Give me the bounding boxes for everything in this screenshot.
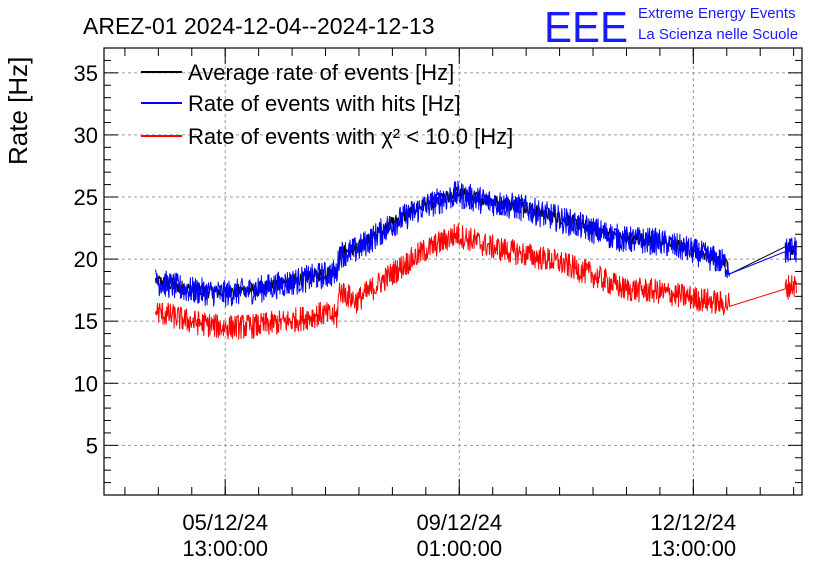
logo-line-1: Extreme Energy Events: [638, 5, 796, 22]
series-2: [155, 223, 797, 340]
y-axis-title: Rate [Hz]: [3, 57, 33, 165]
legend-label: Average rate of events [Hz]: [188, 60, 454, 85]
logo-line-2: La Scienza nelle Scuole: [638, 26, 798, 43]
y-tick-label: 10: [74, 371, 98, 396]
x-tick-label: 01:00:00: [416, 536, 502, 561]
x-tick-label: 13:00:00: [651, 536, 737, 561]
y-tick-label: 5: [86, 433, 98, 458]
x-tick-label: 13:00:00: [182, 536, 268, 561]
legend-label: Rate of events with hits [Hz]: [188, 91, 461, 116]
y-tick-label: 30: [74, 123, 98, 148]
series-0: [155, 186, 797, 300]
chart-title: AREZ-01 2024-12-04--2024-12-13: [83, 13, 435, 39]
x-tick-label: 05/12/24: [182, 510, 268, 535]
series-layer: [155, 180, 797, 340]
y-tick-label: 35: [74, 61, 98, 86]
series-line: [155, 180, 797, 307]
x-tick-label: 09/12/24: [416, 510, 502, 535]
eee-logo: EEE Extreme Energy Events La Scienza nel…: [544, 3, 798, 52]
y-tick-label: 25: [74, 185, 98, 210]
y-tick-label: 20: [74, 247, 98, 272]
x-tick-label: 12/12/24: [651, 510, 737, 535]
series-1: [155, 180, 797, 307]
legend-label: Rate of events with χ² < 10.0 [Hz]: [188, 124, 513, 149]
y-tick-label: 15: [74, 309, 98, 334]
series-line: [155, 223, 797, 340]
legend: Average rate of events [Hz] Rate of event…: [141, 60, 513, 149]
eee-logo-mark: EEE: [544, 3, 628, 52]
series-line: [155, 186, 797, 300]
axes: 510152025303505/12/2413:00:0009/12/2401:…: [74, 47, 802, 561]
